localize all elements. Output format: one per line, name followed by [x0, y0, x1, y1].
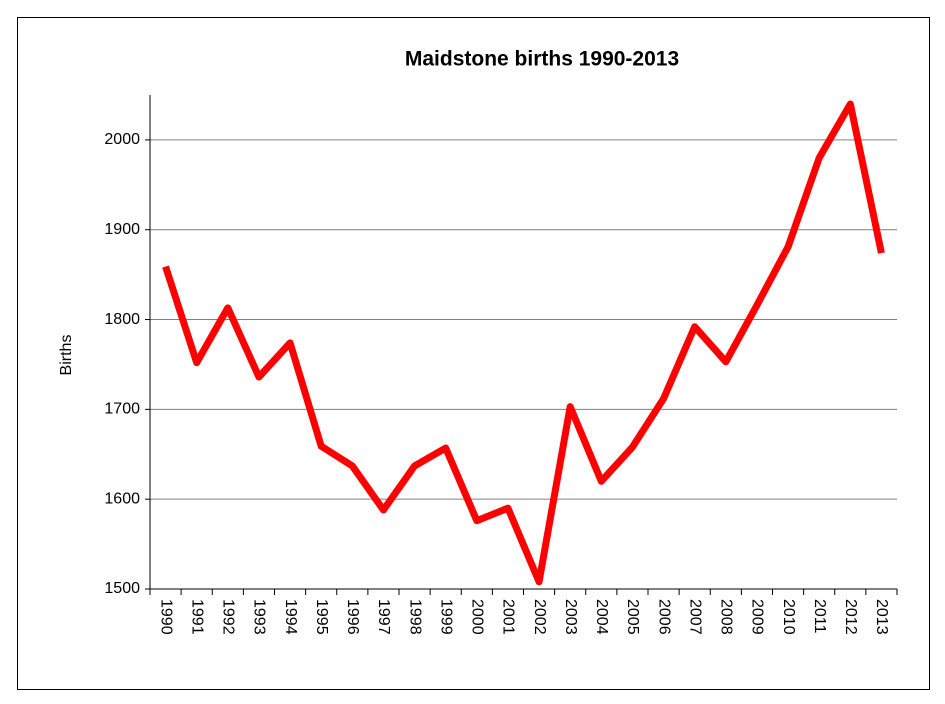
y-tick-label: 1500: [104, 580, 140, 597]
x-tick-label: 2007: [686, 599, 703, 635]
x-tick-label: 2010: [780, 599, 797, 635]
x-tick-label: 1997: [375, 599, 392, 635]
x-tick-label: 1992: [220, 599, 237, 635]
y-tick-label: 1700: [104, 401, 140, 418]
x-tick-label: 2013: [873, 599, 890, 635]
x-tick-label: 2001: [500, 599, 517, 635]
y-tick-label: 1600: [104, 490, 140, 507]
x-tick-label: 2008: [718, 599, 735, 635]
x-tick-label: 2005: [624, 599, 641, 635]
x-tick-label: 2011: [811, 599, 828, 634]
x-tick-label: 1999: [437, 599, 454, 635]
y-axis-label: Births: [58, 335, 75, 376]
x-tick-label: 1994: [282, 599, 299, 635]
x-tick-label: 2004: [593, 599, 610, 635]
chart-title: Maidstone births 1990-2013: [405, 48, 679, 71]
x-tick-label: 1990: [157, 599, 174, 635]
x-tick-label: 2009: [749, 599, 766, 635]
y-tick-label: 1900: [104, 221, 140, 238]
x-tick-label: 1993: [251, 599, 268, 635]
x-tick-label: 2003: [562, 599, 579, 635]
chart-border: [17, 17, 930, 690]
x-tick-label: 1991: [188, 599, 205, 635]
x-tick-label: 1996: [344, 599, 361, 635]
x-tick-label: 2006: [655, 599, 672, 635]
y-tick-label: 1800: [104, 311, 140, 328]
x-tick-label: 2012: [842, 599, 859, 635]
x-tick-label: 1995: [313, 599, 330, 635]
y-tick-label: 2000: [104, 131, 140, 148]
line-series: [162, 100, 885, 586]
x-tick-label: 2000: [469, 599, 486, 635]
x-tick-label: 1998: [406, 599, 423, 635]
x-tick-label: 2002: [531, 599, 548, 635]
